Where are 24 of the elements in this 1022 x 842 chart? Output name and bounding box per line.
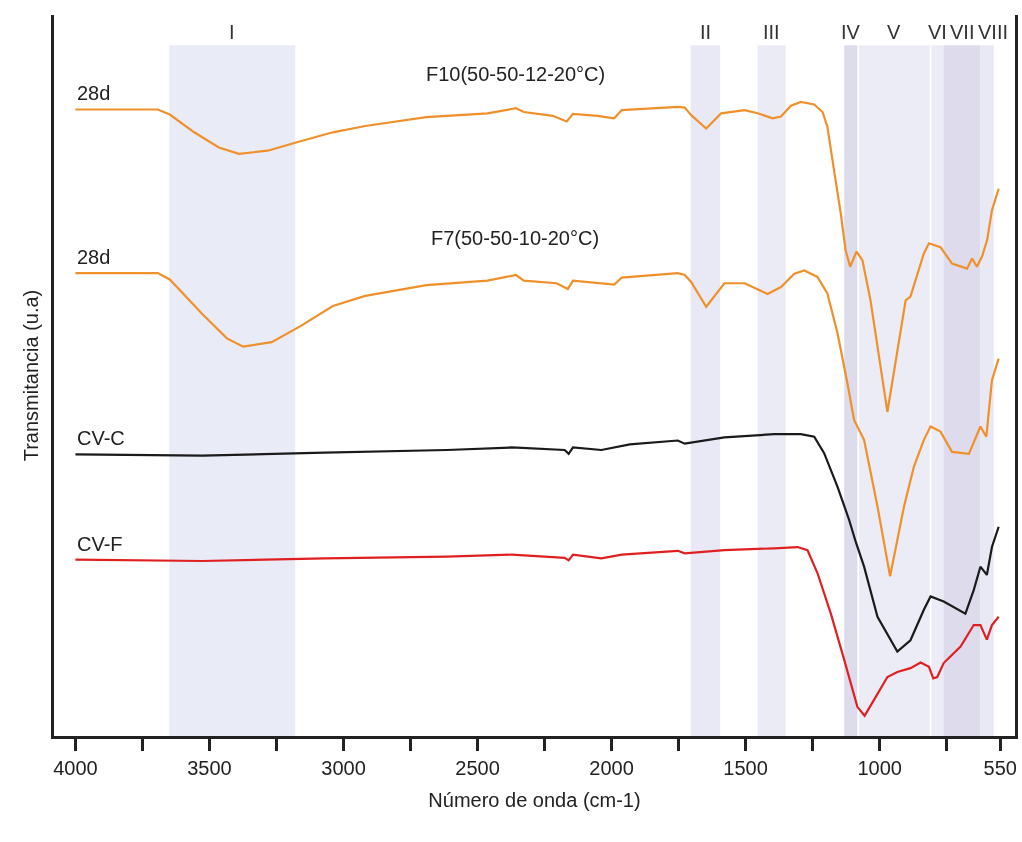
x-tick-label: 4000 — [53, 757, 98, 779]
band-label: VI — [928, 21, 947, 43]
x-tick-label: 1000 — [857, 757, 902, 779]
series-label: 28d — [77, 82, 111, 104]
series-label: CV-F — [77, 533, 123, 555]
band-label: I — [229, 21, 235, 43]
x-tick-label: 2000 — [589, 757, 634, 779]
x-tick-label: 550 — [983, 757, 1017, 779]
band-label: VIII — [978, 21, 1009, 43]
x-axis-title: Número de onda (cm-1) — [428, 788, 641, 811]
series-label: CV-C — [77, 427, 125, 449]
x-tick-label: 1500 — [723, 757, 768, 779]
band-label: VII — [950, 21, 975, 43]
band-label: V — [887, 21, 901, 43]
series-label: 28d — [77, 246, 111, 268]
y-axis-title: Transmitancia (u.a) — [19, 289, 42, 462]
x-tick-label: 2500 — [455, 757, 500, 779]
annotation: F7(50-50-10-20°C) — [431, 227, 600, 249]
text: F10(50-50-12-20°C) — [426, 63, 606, 85]
x-tick-label: 3000 — [321, 757, 366, 779]
band-label: IV — [841, 21, 861, 43]
x-tick-label: 3500 — [187, 757, 232, 779]
band-label: II — [700, 21, 712, 43]
band-label: III — [763, 21, 780, 43]
